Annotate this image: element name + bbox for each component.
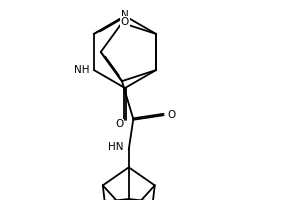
Text: O: O — [115, 119, 123, 129]
Text: O: O — [167, 110, 176, 120]
Text: O: O — [121, 17, 129, 27]
Text: NH: NH — [74, 65, 90, 75]
Text: N: N — [121, 10, 129, 20]
Text: HN: HN — [108, 142, 124, 152]
